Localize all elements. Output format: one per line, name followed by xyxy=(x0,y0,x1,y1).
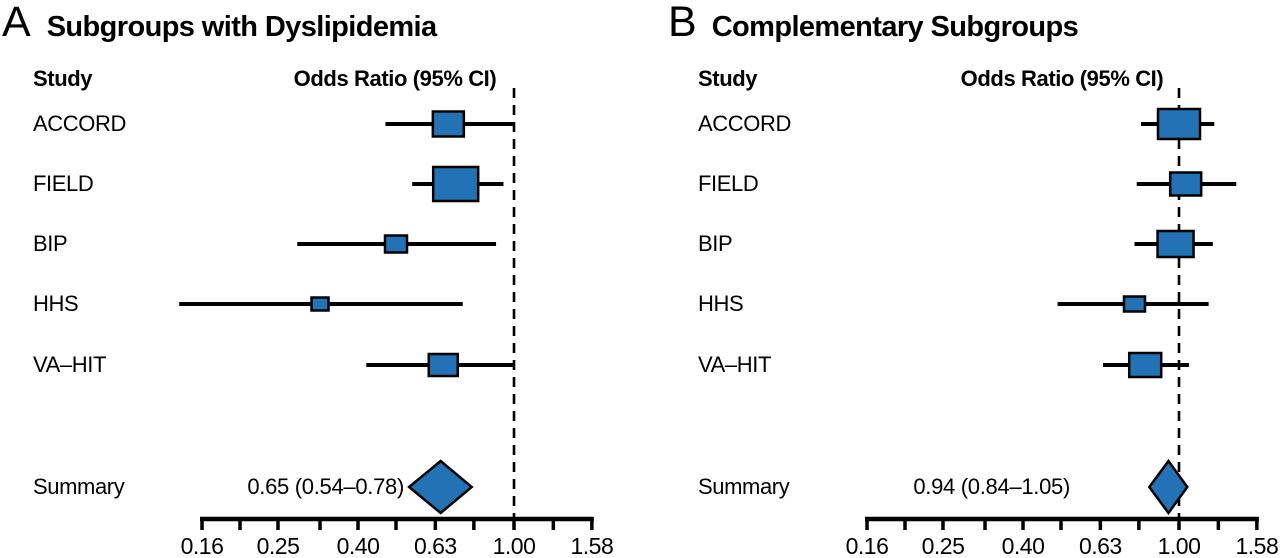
axis-tick-label: 0.63 xyxy=(414,533,457,558)
study-column-header: Study xyxy=(33,66,93,91)
study-label: HHS xyxy=(698,291,744,316)
or-box xyxy=(383,234,409,254)
or-box xyxy=(1168,171,1203,197)
or-box xyxy=(431,165,480,203)
axis-tick-label: 1.58 xyxy=(570,533,613,558)
study-label: VA–HIT xyxy=(698,352,771,377)
study-label: FIELD xyxy=(698,171,759,196)
summary-value: 0.94 (0.84–1.05) xyxy=(913,474,1070,499)
or-box xyxy=(431,110,466,138)
panel-title: Complementary Subgroups xyxy=(711,11,1079,43)
study-label: VA–HIT xyxy=(33,352,106,377)
summary-label: Summary xyxy=(698,474,790,499)
odds-ratio-column-header: Odds Ratio (95% CI) xyxy=(960,66,1164,91)
axis-tick-label: 1.00 xyxy=(493,533,536,558)
or-box xyxy=(1156,107,1202,141)
study-label: BIP xyxy=(33,231,68,256)
or-box xyxy=(1122,295,1147,313)
axis-tick-label: 0.25 xyxy=(922,533,965,558)
study-label: HHS xyxy=(33,291,79,316)
summary-diamond xyxy=(1147,458,1189,516)
axis-tick-label: 0.63 xyxy=(1079,533,1122,558)
or-box xyxy=(1127,351,1163,379)
or-box xyxy=(427,352,460,378)
summary-value: 0.65 (0.54–0.78) xyxy=(247,474,404,499)
panel-a-header: A Subgroups with Dyslipidemia xyxy=(2,1,437,44)
study-label: FIELD xyxy=(33,171,94,196)
summary-diamond xyxy=(407,459,474,515)
axis-tick-label: 0.16 xyxy=(846,533,889,558)
or-box xyxy=(1156,229,1195,259)
or-box xyxy=(310,296,330,312)
panel-letter: B xyxy=(668,0,697,46)
odds-ratio-column-header: Odds Ratio (95% CI) xyxy=(293,66,497,91)
study-label: BIP xyxy=(698,231,733,256)
axis-tick-label: 1.00 xyxy=(1158,533,1201,558)
panel-letter: A xyxy=(2,0,31,46)
study-label: ACCORD xyxy=(698,111,791,136)
summary-label: Summary xyxy=(33,474,125,499)
axis-tick-label: 0.40 xyxy=(1002,533,1045,558)
panel-title: Subgroups with Dyslipidemia xyxy=(46,11,437,43)
panel-b-header: B Complementary Subgroups xyxy=(668,0,1079,46)
axis-tick-label: 0.25 xyxy=(257,533,300,558)
axis-tick-label: 0.40 xyxy=(337,533,380,558)
study-label: ACCORD xyxy=(33,111,126,136)
axis-tick-label: 0.16 xyxy=(181,533,224,558)
study-column-header: Study xyxy=(698,66,758,91)
axis-tick-label: 1.58 xyxy=(1235,533,1278,558)
